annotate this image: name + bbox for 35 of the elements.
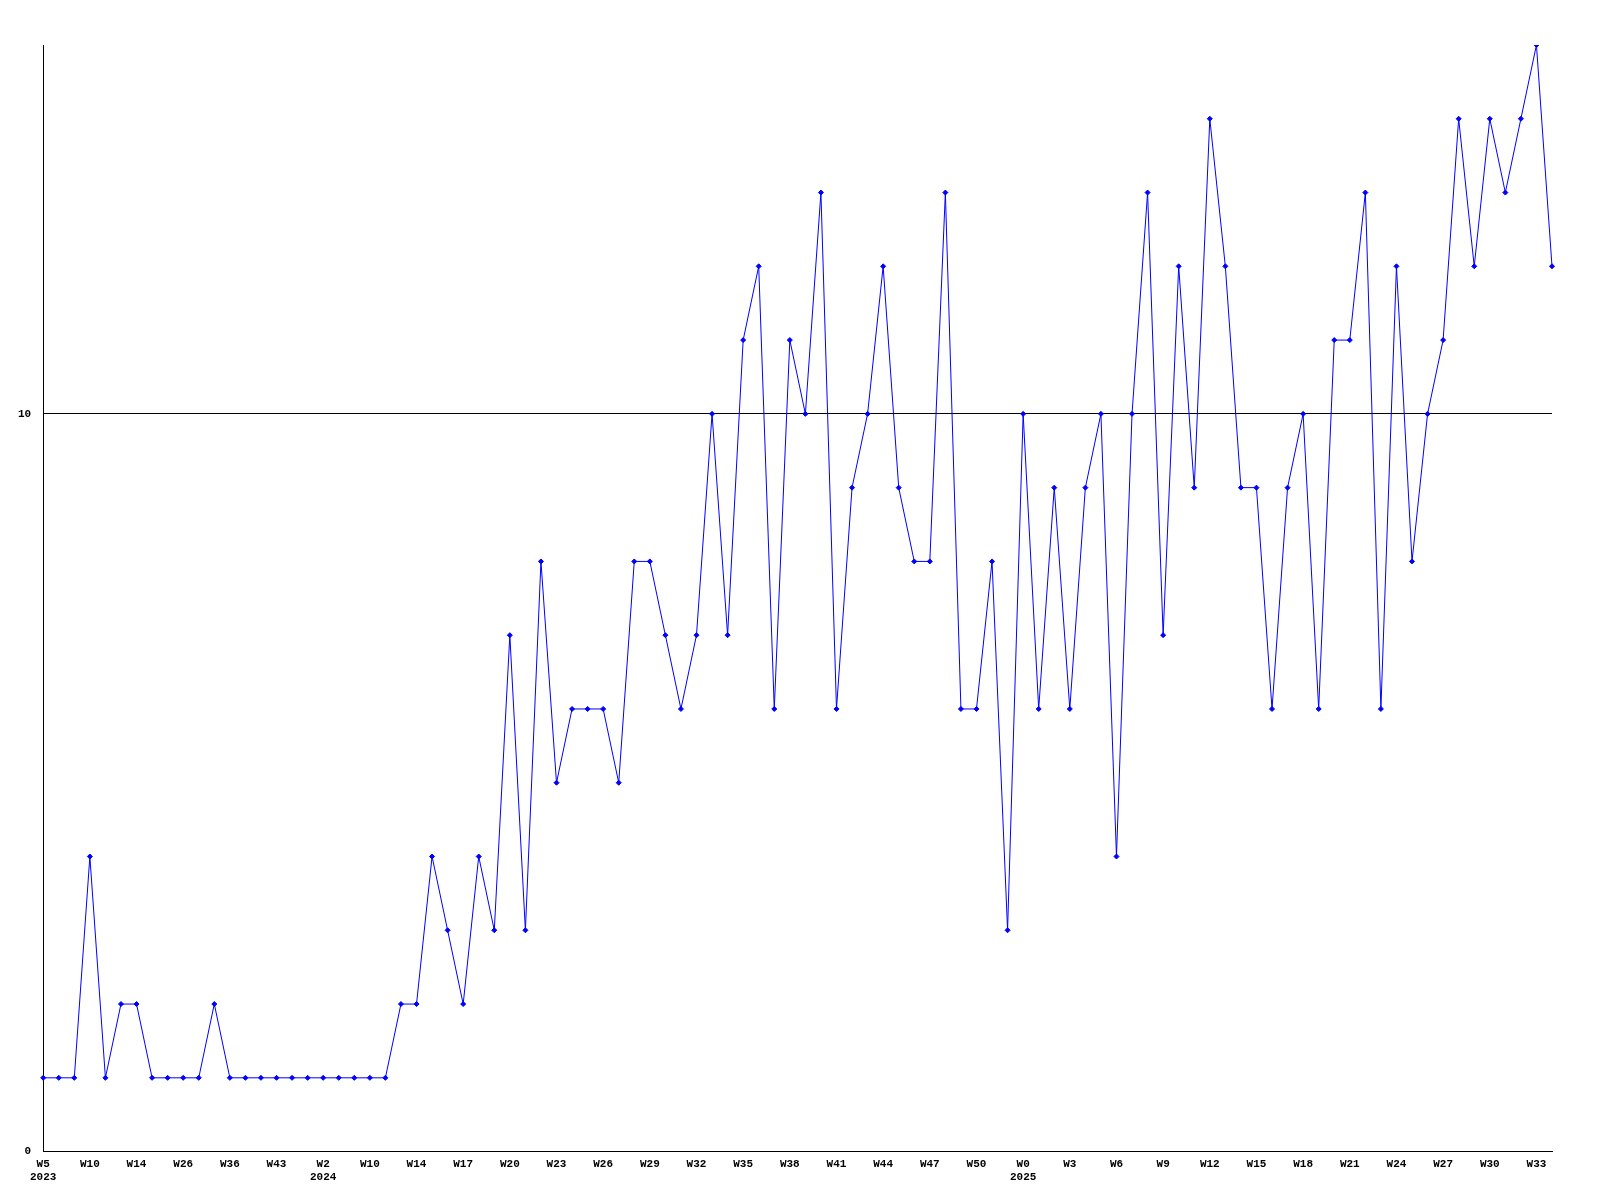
x-tick-label: W38: [779, 1157, 801, 1170]
y-tick-label: 10: [18, 407, 32, 420]
x-tick-label: W33: [1526, 1157, 1547, 1170]
x-tick-label: W18: [1293, 1157, 1314, 1170]
x-tick-label: W32: [686, 1157, 707, 1170]
x-tick-label: W14: [126, 1157, 147, 1170]
x-tick-label: W47: [919, 1157, 940, 1170]
x-tick-label: W30: [1479, 1157, 1500, 1170]
x-tick-label: W17: [453, 1157, 474, 1170]
x-tick-label: W0 2025: [1009, 1157, 1037, 1184]
x-tick-label: W10: [79, 1157, 100, 1170]
x-tick-label: W3: [1063, 1157, 1077, 1170]
x-tick-label: W15: [1246, 1157, 1267, 1170]
x-tick-label: W26: [173, 1157, 194, 1170]
x-tick-label: W9: [1156, 1157, 1170, 1170]
x-tick-label: W6: [1109, 1157, 1124, 1170]
x-tick-label: W21: [1339, 1157, 1361, 1170]
x-tick-label: W24: [1386, 1157, 1407, 1170]
x-tick-label: W12: [1199, 1157, 1220, 1170]
x-tick-label: W2 2024: [309, 1157, 337, 1184]
x-tick-label: W10: [359, 1157, 380, 1170]
x-tick-label: W44: [873, 1157, 894, 1170]
x-tick-label: W20: [499, 1157, 520, 1170]
x-tick-label: W27: [1433, 1157, 1454, 1170]
x-tick-label: W35: [733, 1157, 754, 1170]
x-tick-label: W5 2023: [30, 1157, 57, 1184]
y-tick-label: 0: [24, 1145, 32, 1158]
x-tick-label: W26: [593, 1157, 614, 1170]
x-tick-label: W23: [546, 1157, 567, 1170]
x-tick-label: W43: [266, 1157, 287, 1170]
x-tick-label: W50: [966, 1157, 987, 1170]
x-tick-label: W36: [219, 1157, 240, 1170]
x-tick-label: W29: [639, 1157, 660, 1170]
x-tick-label: W41: [826, 1157, 847, 1170]
x-tick-label: W14: [406, 1157, 427, 1170]
